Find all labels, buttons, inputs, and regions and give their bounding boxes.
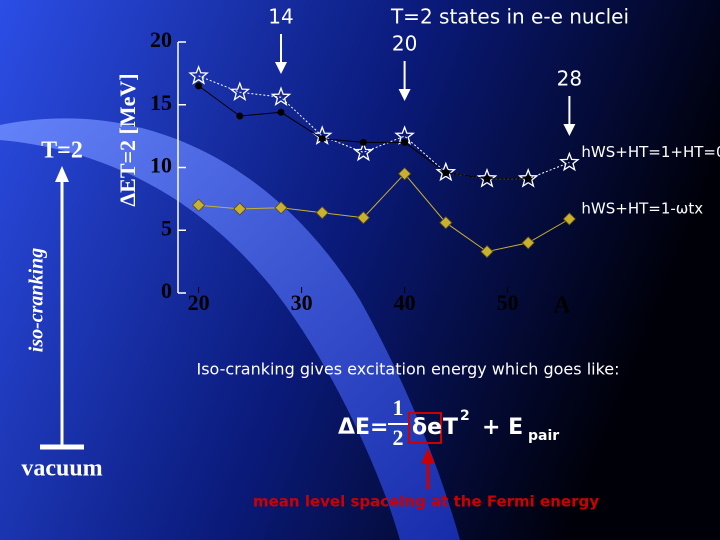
formula-part: pair xyxy=(528,428,559,444)
data-point xyxy=(476,167,498,188)
formula-part: 1 xyxy=(393,395,404,420)
data-point xyxy=(480,245,494,259)
annotation: 28 xyxy=(557,67,582,91)
x-axis-label: A xyxy=(553,293,571,319)
x-tick-label: 20 xyxy=(188,290,210,315)
data-point xyxy=(442,169,450,177)
formula-part: 2 xyxy=(460,408,470,424)
formula-part: 2 xyxy=(393,425,404,450)
y-tick-label: 0 xyxy=(161,278,172,303)
statement: Iso-cranking gives excitation energy whi… xyxy=(196,360,619,379)
annotation-arrowhead xyxy=(563,124,576,136)
side-axis: iso-cranking xyxy=(26,248,48,352)
legend-label: hWS+HT=1+HT=0-ωtx xyxy=(581,143,720,161)
data-point xyxy=(439,216,453,230)
formula-part: δe xyxy=(412,415,442,440)
formula: ΔE= 1 2 δe T 2 + E pair xyxy=(338,395,559,450)
note: mean level spaceing at the Fermi energy xyxy=(253,493,599,511)
note-arrowhead xyxy=(421,448,435,464)
data-point xyxy=(517,167,539,188)
data-point xyxy=(359,138,367,146)
data-point xyxy=(483,175,491,183)
data-point xyxy=(277,108,285,116)
data-point xyxy=(524,175,532,183)
data-point xyxy=(353,141,374,162)
data-point xyxy=(274,201,288,215)
formula-part: + E xyxy=(482,415,523,440)
data-point xyxy=(195,82,203,90)
legend-label: hWS+HT=1-ωtx xyxy=(581,199,703,217)
data-point xyxy=(356,211,370,225)
chart-title: T=2 states in e-e nuclei xyxy=(390,5,629,29)
decor-arc xyxy=(0,118,460,540)
y-tick-label: 20 xyxy=(150,27,172,52)
data-point xyxy=(270,86,292,107)
side-arrowhead xyxy=(55,166,69,182)
data-point xyxy=(435,161,457,182)
data-point xyxy=(233,202,247,216)
side-top: T=2 xyxy=(41,138,83,164)
formula-part: ΔE= xyxy=(338,415,389,440)
x-tick-label: 40 xyxy=(394,290,416,315)
y-tick-label: 15 xyxy=(150,90,172,115)
data-point xyxy=(401,138,409,146)
y-tick-label: 5 xyxy=(161,215,172,240)
x-tick-label: 30 xyxy=(291,290,313,315)
data-point xyxy=(398,167,412,181)
highlight-box xyxy=(408,412,442,444)
series-line xyxy=(198,173,570,253)
data-point xyxy=(562,212,576,226)
data-point xyxy=(315,206,329,220)
data-point xyxy=(521,236,535,250)
y-tick-label: 10 xyxy=(150,153,172,178)
side-bottom: vacuum xyxy=(21,456,102,482)
x-tick-label: 50 xyxy=(497,290,519,315)
formula-part: T xyxy=(443,415,458,440)
data-point xyxy=(318,135,326,143)
annotation-arrowhead xyxy=(275,62,287,74)
annotation: 14 xyxy=(268,5,293,29)
data-point xyxy=(188,65,209,85)
data-point xyxy=(559,151,580,172)
y-axis-label: ΔET=2 [MeV] xyxy=(115,73,140,206)
data-point xyxy=(236,112,244,120)
annotation: 20 xyxy=(392,32,417,56)
data-point xyxy=(229,81,251,102)
annotation-arrowhead xyxy=(398,89,411,101)
data-point xyxy=(192,198,206,212)
